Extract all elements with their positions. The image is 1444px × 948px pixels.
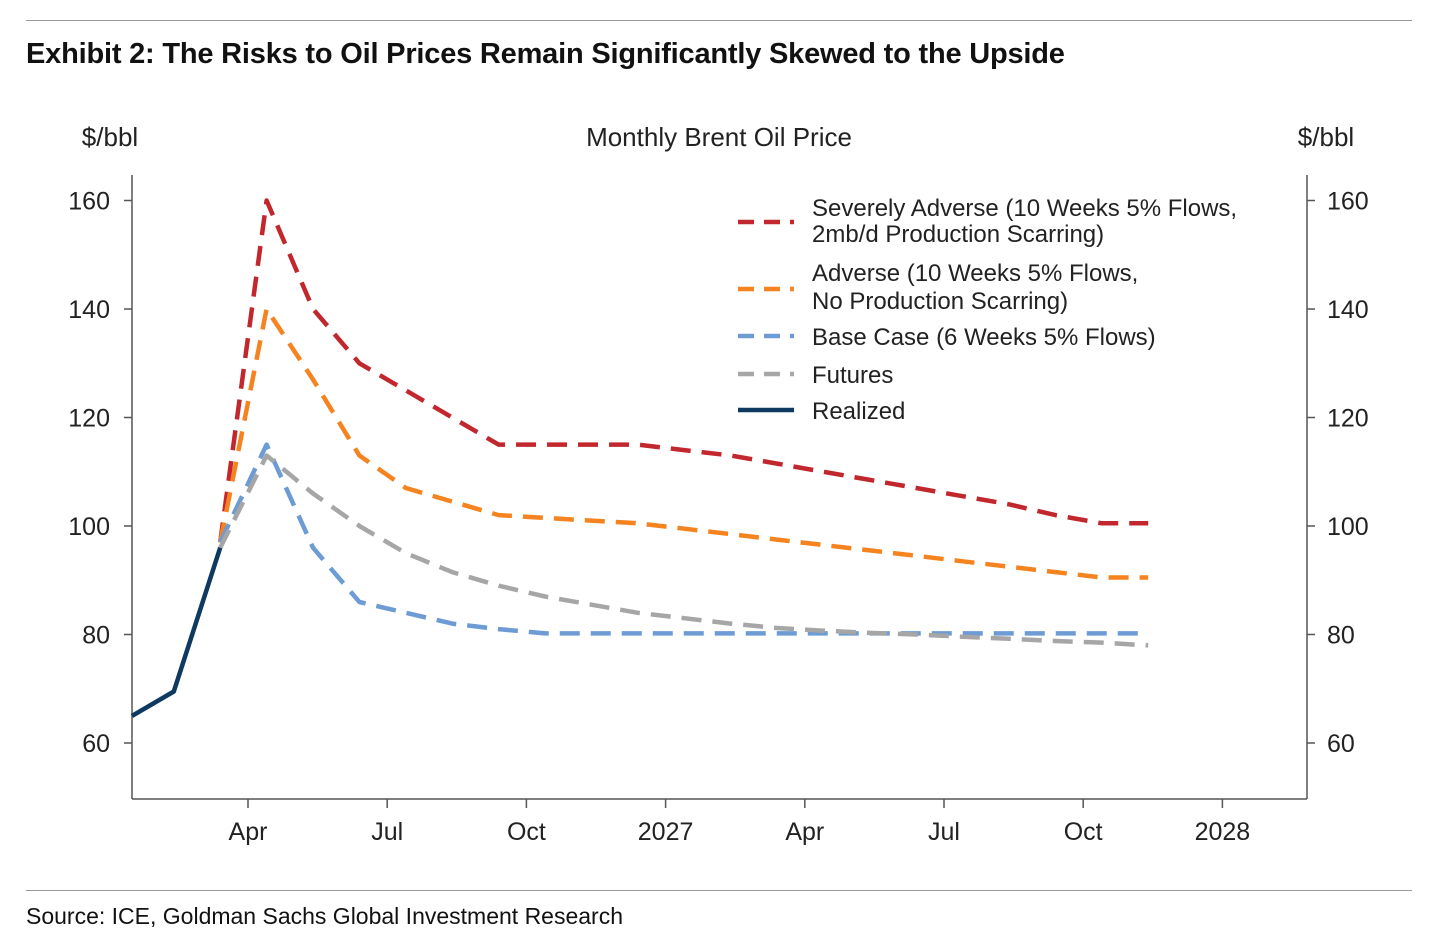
series-line-futures [218, 453, 1149, 648]
left-axis-unit-label: $/bbl [82, 122, 138, 152]
x-tick-label: Oct [507, 818, 546, 846]
top-divider [26, 20, 1412, 21]
series-line-severely-adverse-10-weeks-5-fl [217, 198, 1149, 543]
x-tick-label: Apr [229, 818, 268, 846]
y-tick-left-label: 140 [68, 296, 110, 324]
y-tick-right-label: 60 [1327, 730, 1355, 758]
y-tick-left-label: 60 [82, 730, 110, 758]
x-tick-label: 2027 [638, 818, 694, 846]
legend-label: 2mb/d Production Scarring) [812, 221, 1104, 248]
bottom-divider [26, 890, 1412, 891]
legend-label: Futures [812, 362, 893, 389]
y-tick-left-label: 80 [82, 622, 110, 650]
y-tick-right-label: 80 [1327, 622, 1355, 650]
series-line-adverse-10-weeks-5-flows-no-pr [217, 306, 1149, 580]
y-tick-right-label: 140 [1327, 296, 1369, 324]
y-tick-left-label: 100 [68, 513, 110, 541]
legend-label: Base Case (6 Weeks 5% Flows) [812, 324, 1156, 351]
chart-title: Monthly Brent Oil Price [586, 122, 852, 152]
x-ticks: Apr Jul Oct 2027 Apr Jul Oct 2028 [229, 799, 1251, 846]
y-tick-right-label: 160 [1327, 188, 1369, 216]
y-ticks: 60 60 80 80 100 100 120 120 140 140 160 160 [68, 188, 1368, 759]
right-axis-unit-label: $/bbl [1298, 122, 1354, 152]
brent-oil-price-chart: Monthly Brent Oil Price $/bbl $/bbl 60 60… [68, 122, 1368, 846]
series-line-base-case-6-weeks-5-flows [218, 442, 1149, 636]
legend-label: Realized [812, 398, 905, 425]
source-note: Source: ICE, Goldman Sachs Global Invest… [26, 903, 624, 929]
series-line-realized [130, 547, 223, 718]
legend: Severely Adverse (10 Weeks 5% Flows,2mb/… [738, 195, 1237, 425]
x-tick-label: Oct [1064, 818, 1103, 846]
legend-label: No Production Scarring) [812, 288, 1068, 315]
axes [131, 175, 1308, 800]
legend-label: Severely Adverse (10 Weeks 5% Flows, [812, 195, 1237, 222]
legend-label: Adverse (10 Weeks 5% Flows, [812, 260, 1138, 287]
series-lines [130, 198, 1149, 718]
x-tick-label: Apr [785, 818, 824, 846]
exhibit-title: Exhibit 2: The Risks to Oil Prices Remai… [26, 38, 1065, 70]
y-tick-left-label: 160 [68, 188, 110, 216]
x-tick-label: Jul [371, 818, 403, 846]
y-tick-right-label: 100 [1327, 513, 1369, 541]
y-tick-right-label: 120 [1327, 405, 1369, 433]
y-tick-left-label: 120 [68, 405, 110, 433]
x-tick-label: Jul [928, 818, 960, 846]
x-tick-label: 2028 [1195, 818, 1251, 846]
